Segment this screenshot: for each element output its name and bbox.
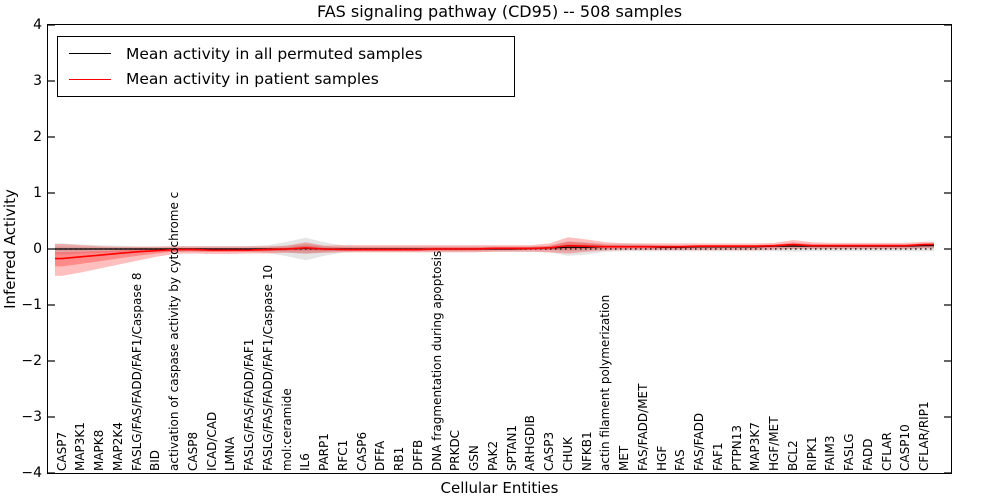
y-tick-label: 2 [33, 129, 42, 145]
x-tick-label: SPTAN1 [504, 424, 519, 471]
x-tick-label: PRKDC [448, 429, 463, 471]
patient-mean-line [55, 243, 934, 260]
x-tick-label: DFFA [373, 440, 388, 471]
x-tick-label: RIPK1 [804, 436, 819, 471]
legend-item: Mean activity in all permuted samples [58, 45, 514, 63]
patient-uncertainty-band [55, 237, 934, 276]
legend-item-label: Mean activity in all permuted samples [126, 44, 423, 63]
legend-line-sample-icon [69, 78, 111, 80]
x-tick-label: ICAD/CAD [204, 411, 219, 471]
x-tick-label: BID [148, 449, 163, 471]
x-tick-label: MET [617, 445, 631, 471]
x-tick-label: FASLG/FAS/FADD/FAF1/Caspase 8 [129, 272, 144, 472]
x-tick-label: ARHGDIB [523, 415, 538, 471]
x-tick-label: NFKB1 [579, 431, 594, 471]
x-tick-label: CASP3 [542, 431, 556, 471]
x-tick-label: CFLAR/RIP1 [917, 401, 931, 471]
x-tick-label: MAP3K7 [748, 422, 763, 471]
y-tick-label: −2 [21, 353, 42, 369]
legend-item: Mean activity in patient samples [58, 70, 514, 88]
x-tick-label: CASP10 [898, 424, 913, 471]
x-tick-label: MAP2K4 [110, 422, 125, 471]
x-tick-label: activation of caspase activity by cytoch… [167, 191, 181, 471]
legend-line-sample-icon [69, 53, 111, 55]
x-tick-label: FAIM3 [823, 435, 838, 471]
plot-canvas [48, 25, 951, 473]
x-tick-label: CASP7 [54, 431, 69, 471]
x-tick-label: IL6 [298, 453, 313, 471]
legend-item-label: Mean activity in patient samples [126, 70, 379, 89]
x-tick-label: FAF1 [710, 442, 725, 471]
x-tick-label: MAP3K1 [73, 422, 88, 471]
x-tick-label: HGF [654, 445, 669, 471]
x-tick-label: mol:ceramide [279, 388, 294, 471]
legend: Mean activity in all permuted samples Mea… [57, 36, 515, 97]
x-tick-label: actin filament polymerization [598, 294, 613, 471]
y-axis-label: Inferred Activity [1, 189, 19, 309]
y-tick-label: −4 [21, 465, 42, 481]
x-tick-label: HGF/MET [767, 416, 781, 471]
x-tick-label: GSN [467, 445, 481, 471]
x-tick-label: RFC1 [335, 439, 350, 471]
x-tick-label: PTPN13 [729, 424, 744, 471]
x-tick-label: PAK2 [485, 440, 500, 471]
y-tick-label: −3 [21, 409, 42, 425]
x-tick-label: CFLAR [879, 432, 894, 471]
y-tick-label: 0 [33, 241, 42, 257]
y-tick-label: 4 [33, 17, 42, 33]
y-tick-label: 3 [33, 73, 42, 89]
x-tick-label: LMNA [223, 436, 238, 471]
y-tick-label: 1 [33, 185, 42, 201]
x-tick-label: FAS [673, 449, 688, 471]
x-tick-label: RB1 [392, 446, 406, 471]
x-tick-label: CASP6 [354, 431, 369, 471]
x-tick-label: DFFB [410, 439, 425, 471]
chart-title: FAS signaling pathway (CD95) -- 508 samp… [316, 2, 683, 21]
x-tick-label: FASLG [842, 433, 856, 471]
x-tick-label: MAPK8 [92, 429, 106, 471]
x-axis-label: Cellular Entities [440, 479, 559, 497]
x-tick-label: PARP1 [317, 433, 331, 471]
y-tick-label: −1 [21, 297, 42, 313]
x-tick-label: DNA fragmentation during apoptosis [429, 250, 444, 471]
x-tick-label: FASLG/FAS/FADD/FAF1/Caspase 10 [260, 264, 275, 471]
x-tick-label: CASP8 [185, 431, 200, 471]
x-tick-label: FADD [860, 438, 875, 472]
x-tick-label: FASLG/FAS/FADD/FAF1 [242, 338, 256, 471]
plot-area: CASP7 MAP3K1 MAPK8 MAP2K4 FASLG/FAS/FADD/FAF… [47, 24, 952, 474]
x-tick-label: BCL2 [785, 440, 800, 471]
x-tick-label: CHUK [560, 436, 575, 471]
x-tick-label: FAS/FADD [692, 412, 706, 471]
patient-uncertainty-band-inner [55, 241, 934, 267]
x-tick-label: FAS/FADD/MET [635, 383, 650, 471]
